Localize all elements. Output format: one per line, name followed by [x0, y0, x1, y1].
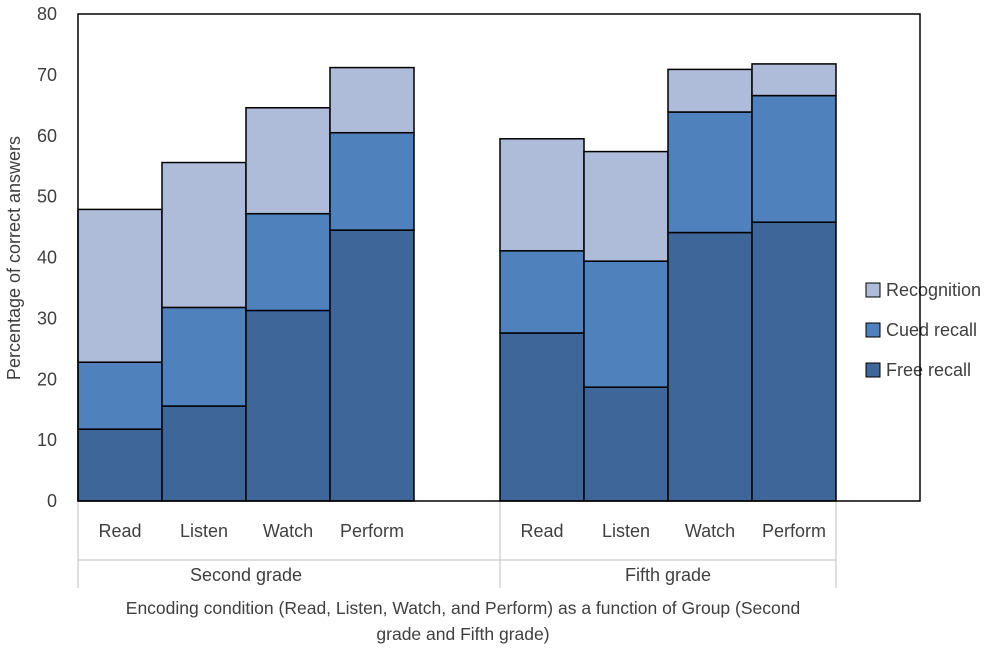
x-category-label: Watch: [685, 521, 735, 541]
bar-segment-recognition: [583, 150, 669, 262]
y-tick-label: 80: [37, 4, 57, 24]
x-category-label: Listen: [602, 521, 650, 541]
y-tick-label: 60: [37, 126, 57, 146]
y-tick-label: 30: [37, 308, 57, 328]
bar-segment-cued-recall: [667, 111, 753, 234]
y-tick-label: 70: [37, 65, 57, 85]
bar-segment-cued-recall: [329, 131, 415, 231]
legend-label: Recognition: [886, 280, 981, 300]
x-group-label: Fifth grade: [625, 565, 711, 585]
y-tick-label: 20: [37, 369, 57, 389]
y-tick-label: 50: [37, 187, 57, 207]
legend-swatch-recognition: [865, 282, 881, 298]
x-category-label: Listen: [180, 521, 228, 541]
bar-segment-cued-recall: [499, 250, 585, 334]
x-group-label: Second grade: [190, 565, 302, 585]
bar-segment-cued-recall: [245, 212, 331, 312]
legend-label: Cued recall: [886, 320, 977, 340]
bar-segment-recognition: [499, 138, 585, 252]
legend-swatch-free-recall: [865, 362, 881, 378]
bars: [77, 63, 837, 502]
x-axis-label-line-1: Encoding condition (Read, Listen, Watch,…: [126, 598, 800, 618]
x-axis-label-line-2: grade and Fifth grade): [376, 624, 549, 644]
bar-segment-free-recall: [499, 332, 585, 502]
bar-segment-free-recall: [329, 229, 415, 502]
bar-segment-cued-recall: [77, 361, 163, 430]
legend-label: Free recall: [886, 360, 971, 380]
y-axis-ticks: 0 10 20 30 40 50 60 70 80: [37, 4, 57, 511]
bar-segment-recognition: [751, 63, 837, 97]
bar-segment-cued-recall: [751, 94, 837, 223]
plot-area: [77, 13, 921, 502]
y-tick-label: 0: [47, 491, 57, 511]
bar-segment-cued-recall: [583, 260, 669, 388]
bar-segment-free-recall: [667, 231, 753, 502]
bar-segment-free-recall: [583, 386, 669, 502]
legend-swatch-cued-recall: [865, 322, 881, 338]
bar-segment-recognition: [329, 66, 415, 134]
bar-segment-free-recall: [751, 221, 837, 502]
bar-segment-recognition: [161, 161, 247, 309]
bar-segment-free-recall: [161, 405, 247, 502]
bar-segment-recognition: [77, 208, 163, 363]
plot-border: [77, 13, 921, 502]
x-category-label: Read: [520, 521, 563, 541]
x-category-label: Read: [98, 521, 141, 541]
y-axis-label: Percentage of correct answers: [4, 136, 24, 380]
bar-segment-recognition: [667, 68, 753, 113]
bar-segment-recognition: [245, 106, 331, 215]
y-tick-label: 40: [37, 248, 57, 268]
x-category-label: Perform: [340, 521, 404, 541]
bar-segment-free-recall: [77, 428, 163, 502]
bar-segment-free-recall: [245, 309, 331, 502]
bar-segment-cued-recall: [161, 306, 247, 407]
x-axis: Read Listen Watch Perform Second grade Read Li…: [77, 501, 837, 588]
y-tick-label: 10: [37, 430, 57, 450]
x-category-label: Watch: [263, 521, 313, 541]
x-category-label: Perform: [762, 521, 826, 541]
legend: Recognition Cued recall Free recall: [865, 280, 981, 380]
